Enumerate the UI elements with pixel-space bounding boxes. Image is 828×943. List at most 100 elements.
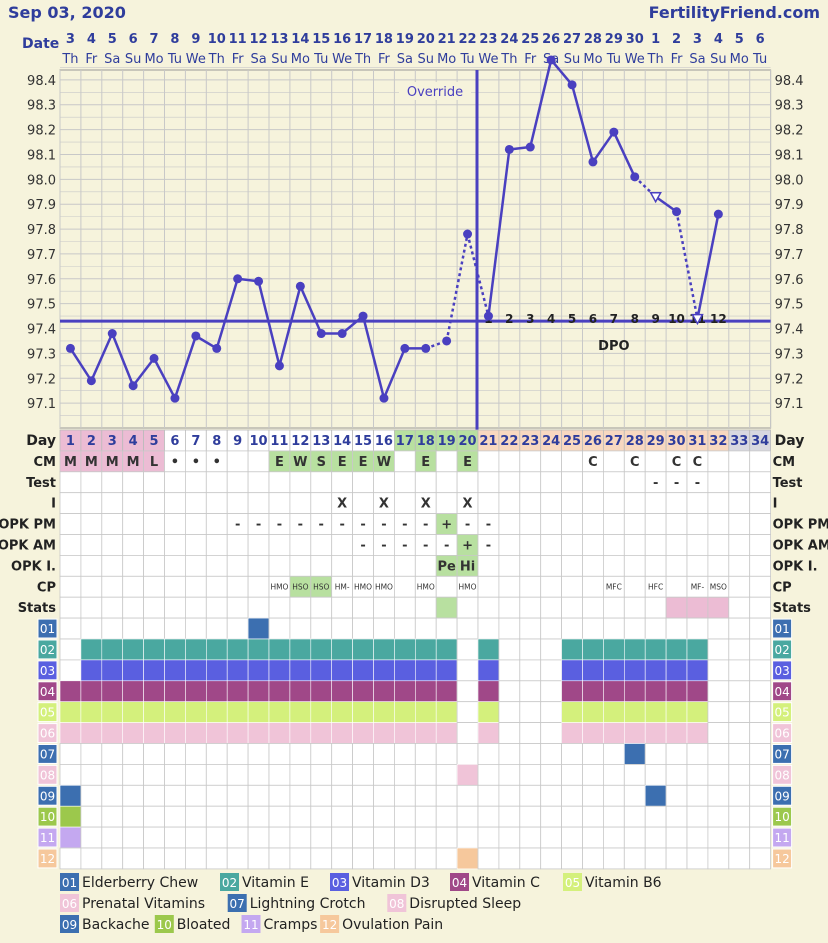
legend-label: Lightning Crotch bbox=[250, 896, 366, 912]
symptom-cell bbox=[665, 764, 688, 786]
row-cell bbox=[80, 471, 103, 494]
temperature-segment bbox=[529, 59, 553, 148]
symptom-cell bbox=[331, 826, 354, 849]
row-cell-value: M bbox=[64, 455, 77, 470]
row-cell bbox=[477, 575, 500, 598]
legend-label: Vitamin D3 bbox=[352, 875, 430, 891]
dpo-number: 8 bbox=[631, 312, 639, 326]
row-cell bbox=[749, 450, 772, 473]
row-cell bbox=[331, 471, 354, 494]
symptom-code-right: 04 bbox=[774, 685, 789, 699]
symptom-cell bbox=[665, 784, 688, 807]
row-cell bbox=[686, 596, 709, 619]
symptom-cell bbox=[164, 764, 186, 786]
row-cell bbox=[268, 471, 291, 494]
symptom-mark bbox=[122, 701, 144, 723]
weekday-label: Tu bbox=[459, 52, 474, 67]
symptom-code-badge bbox=[37, 827, 58, 848]
temperature-point bbox=[463, 229, 473, 239]
row-cell bbox=[561, 513, 583, 535]
legend-swatch bbox=[60, 873, 79, 891]
row-cell-value: HMO bbox=[417, 582, 435, 591]
symptom-cell bbox=[310, 847, 333, 870]
day-number: 33 bbox=[730, 434, 748, 449]
row-cell bbox=[289, 534, 312, 556]
symptom-cell bbox=[435, 764, 458, 786]
symptom-code-badge-right bbox=[772, 806, 793, 827]
symptom-mark bbox=[247, 617, 270, 640]
temperature-segment bbox=[675, 211, 699, 319]
symptom-mark bbox=[603, 659, 625, 682]
legend-code: 02 bbox=[222, 876, 237, 890]
row-cell-value: • bbox=[213, 455, 221, 470]
symptom-mark bbox=[456, 847, 479, 870]
symptom-mark bbox=[665, 722, 688, 744]
symptom-code-badge-right bbox=[772, 848, 793, 869]
symptom-cell bbox=[561, 784, 583, 807]
symptom-mark bbox=[644, 784, 667, 807]
row-cell bbox=[414, 555, 437, 577]
temperature-point bbox=[379, 393, 389, 403]
symptom-cell bbox=[707, 638, 730, 661]
row-cell bbox=[184, 596, 207, 619]
weekday-label: Mo bbox=[583, 52, 602, 67]
symptom-cell bbox=[310, 617, 333, 640]
symptom-mark bbox=[394, 659, 416, 682]
symptom-mark bbox=[59, 722, 82, 744]
symptom-code-badge-right bbox=[772, 785, 793, 806]
symptom-mark bbox=[226, 722, 249, 744]
row-cell bbox=[498, 471, 521, 494]
weekday-label: Sa bbox=[397, 52, 413, 67]
row-cell-value: - bbox=[402, 518, 407, 533]
symptom-cell bbox=[247, 826, 270, 849]
symptom-mark bbox=[206, 722, 228, 744]
symptom-cell bbox=[665, 617, 688, 640]
symptom-cell bbox=[247, 805, 270, 828]
weekday-label: Mo bbox=[144, 52, 163, 67]
symptom-cell bbox=[205, 784, 228, 807]
day-number: 4 bbox=[129, 434, 138, 449]
symptom-cell bbox=[728, 826, 751, 849]
symptom-code-badge bbox=[37, 785, 58, 806]
row-cell bbox=[143, 513, 165, 535]
row-cell bbox=[268, 492, 291, 515]
symptom-mark bbox=[477, 680, 500, 702]
symptom-code: 05 bbox=[40, 706, 55, 720]
row-cell bbox=[164, 513, 186, 535]
weekday-label: We bbox=[186, 52, 206, 67]
symptom-cell bbox=[540, 680, 563, 703]
row-cell bbox=[205, 492, 228, 515]
row-cell-value: MFC bbox=[606, 582, 622, 591]
row-cell bbox=[289, 492, 312, 515]
symptom-code-right: 11 bbox=[774, 831, 789, 845]
symptom-code-badge bbox=[37, 723, 58, 743]
row-cell bbox=[623, 596, 646, 619]
day-number: 22 bbox=[500, 434, 518, 449]
row-cell bbox=[352, 492, 374, 515]
date-label: 24 bbox=[500, 32, 518, 47]
temperature-point bbox=[421, 343, 431, 353]
day-number: 16 bbox=[375, 434, 393, 449]
row-cell-value: - bbox=[695, 476, 700, 491]
row-cell bbox=[540, 513, 563, 535]
temperature-point bbox=[170, 393, 180, 403]
symptom-cell bbox=[414, 784, 437, 807]
symptom-cell bbox=[331, 805, 354, 828]
legend-code: 08 bbox=[389, 897, 404, 911]
row-cell bbox=[603, 492, 625, 515]
symptom-mark bbox=[582, 701, 604, 723]
row-cell bbox=[205, 555, 228, 577]
symptom-cell bbox=[477, 764, 500, 786]
symptom-mark bbox=[289, 722, 312, 744]
row-cell bbox=[561, 492, 583, 515]
weekday-label: Su bbox=[564, 52, 581, 67]
row-cell bbox=[477, 596, 500, 619]
symptom-code: 11 bbox=[40, 831, 55, 845]
symptom-mark bbox=[164, 659, 186, 682]
row-cell bbox=[519, 450, 542, 473]
symptom-mark bbox=[310, 701, 332, 723]
symptom-code: 07 bbox=[40, 748, 55, 762]
dpo-number: 10 bbox=[668, 312, 685, 326]
weekday-label: Su bbox=[418, 52, 435, 67]
